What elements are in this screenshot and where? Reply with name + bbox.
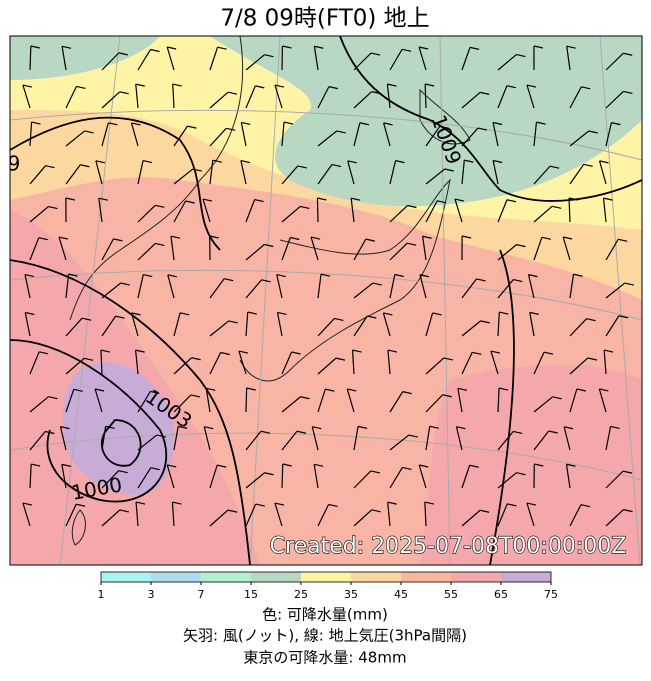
- colorbar-tick-label: 45: [394, 588, 408, 601]
- colorbar-tick-label: 25: [294, 588, 308, 601]
- colorbar-tick-label: 3: [148, 588, 155, 601]
- colorbar-tick-label: 15: [244, 588, 258, 601]
- caption: 東京の可降水量: 48mm: [243, 649, 406, 667]
- barb-shaft: [246, 388, 247, 412]
- barb-shaft: [30, 46, 31, 70]
- barb-shaft: [317, 198, 318, 222]
- colorbar-tick-label: 55: [444, 588, 458, 601]
- colorbar-swatch: [351, 572, 401, 582]
- colorbar-swatch: [301, 572, 351, 582]
- colorbar-tick-label: 35: [344, 588, 358, 601]
- caption: 矢羽: 風(ノット), 線: 地上気圧(3hPa間隔): [183, 627, 467, 645]
- colorbar-swatch: [401, 572, 451, 582]
- colorbar-swatch: [251, 572, 301, 582]
- colorbar-tick-label: 65: [494, 588, 508, 601]
- colorbar-tick-label: 75: [544, 588, 558, 601]
- title: 7/8 09時(FT0) 地上: [220, 6, 429, 32]
- colorbar-swatch: [101, 572, 151, 582]
- colorbar: 1 3 7 15 25 35 45 55 65 75: [98, 572, 559, 601]
- colorbar-swatch: [151, 572, 201, 582]
- barb-shaft: [425, 84, 426, 108]
- colorbar-swatch: [201, 572, 251, 582]
- colorbar-tick-label: 7: [198, 588, 205, 601]
- colorbar-tick-label: 1: [98, 588, 105, 601]
- colorbar-swatch: [451, 572, 501, 582]
- colorbar-swatch: [501, 572, 551, 582]
- barb-shaft: [282, 464, 283, 488]
- map: 1009 1003 1000 9 Created: 2025-07-08T00:…: [8, 36, 642, 565]
- created-stamp: Created: 2025-07-08T00:00:00Z: [270, 534, 627, 559]
- caption: 色: 可降水量(mm): [262, 606, 388, 624]
